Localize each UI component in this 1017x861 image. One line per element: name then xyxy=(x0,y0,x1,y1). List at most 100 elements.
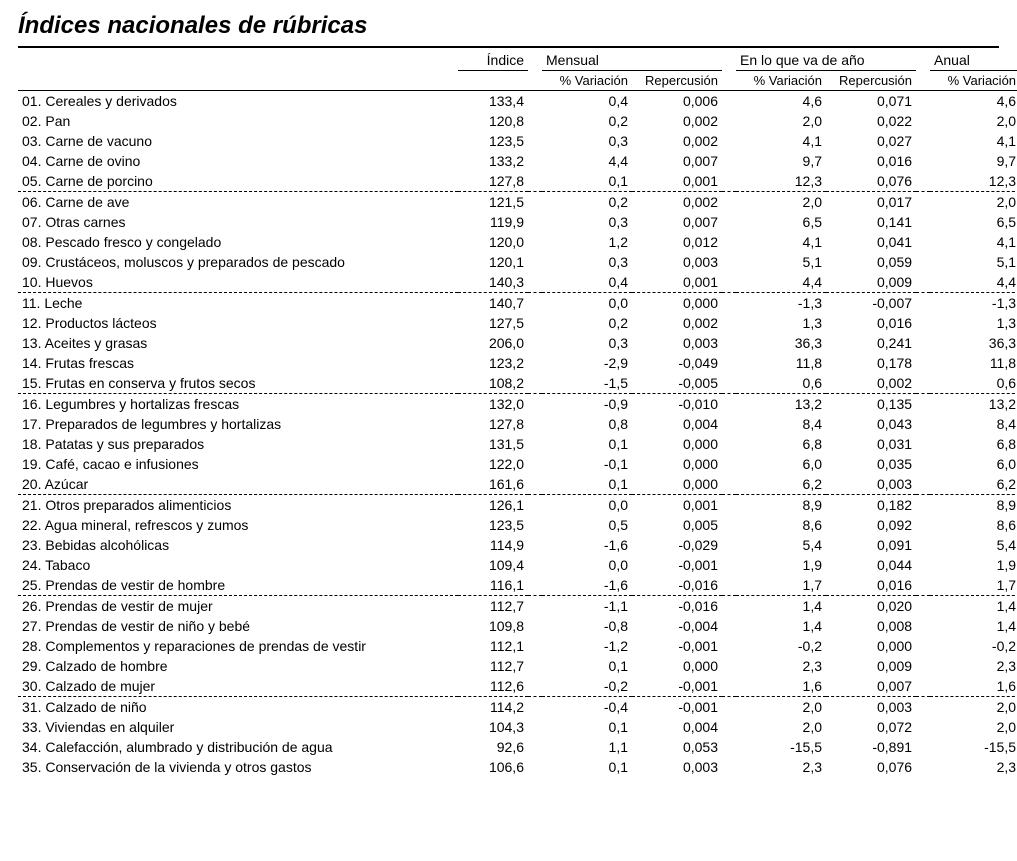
cell-y-rep: 0,072 xyxy=(826,717,916,737)
table-row: 11. Leche140,70,00,000-1,3-0,007-1,3 xyxy=(18,293,1017,314)
gap xyxy=(528,192,542,213)
cell-m-var: 0,2 xyxy=(542,111,632,131)
cell-y-var: 4,6 xyxy=(736,91,826,112)
table-row: 02. Pan120,80,20,0022,00,0222,0 xyxy=(18,111,1017,131)
cell-m-var: -1,5 xyxy=(542,373,632,394)
cell-a-var: 2,0 xyxy=(930,717,1017,737)
cell-indice: 127,8 xyxy=(458,414,528,434)
table-body: 01. Cereales y derivados133,40,40,0064,6… xyxy=(18,91,1017,778)
gap xyxy=(916,636,930,656)
cell-a-var: 2,3 xyxy=(930,656,1017,676)
cell-a-var: 2,0 xyxy=(930,111,1017,131)
table-row: 05. Carne de porcino127,80,10,00112,30,0… xyxy=(18,171,1017,192)
cell-m-var: 0,8 xyxy=(542,414,632,434)
gap xyxy=(528,474,542,495)
gap xyxy=(528,535,542,555)
cell-y-rep: 0,020 xyxy=(826,596,916,617)
cell-a-var: 2,3 xyxy=(930,757,1017,777)
cell-y-rep: 0,009 xyxy=(826,656,916,676)
cell-m-var: 0,0 xyxy=(542,555,632,575)
cell-a-var: 12,3 xyxy=(930,171,1017,192)
gap xyxy=(528,151,542,171)
cell-label: 09. Crustáceos, moluscos y preparados de… xyxy=(18,252,458,272)
gap xyxy=(528,737,542,757)
cell-m-rep: 0,006 xyxy=(632,91,722,112)
cell-y-rep: 0,091 xyxy=(826,535,916,555)
table-row: 27. Prendas de vestir de niño y bebé109,… xyxy=(18,616,1017,636)
cell-a-var: 8,6 xyxy=(930,515,1017,535)
cell-a-var: 6,8 xyxy=(930,434,1017,454)
cell-m-rep: -0,001 xyxy=(632,676,722,697)
cell-y-var: 0,6 xyxy=(736,373,826,394)
colgrp-anual: Anual xyxy=(930,50,1017,71)
cell-y-var: 2,3 xyxy=(736,656,826,676)
cell-a-var: 6,2 xyxy=(930,474,1017,495)
gap xyxy=(916,353,930,373)
cell-label: 10. Huevos xyxy=(18,272,458,293)
cell-indice: 109,4 xyxy=(458,555,528,575)
gap xyxy=(528,353,542,373)
table-row: 10. Huevos140,30,40,0014,40,0094,4 xyxy=(18,272,1017,293)
cell-m-rep: 0,001 xyxy=(632,272,722,293)
cell-label: 08. Pescado fresco y congelado xyxy=(18,232,458,252)
cell-y-var: 12,3 xyxy=(736,171,826,192)
cell-y-var: 2,0 xyxy=(736,111,826,131)
cell-a-var: -1,3 xyxy=(930,293,1017,314)
cell-m-rep: -0,005 xyxy=(632,373,722,394)
cell-indice: 114,2 xyxy=(458,697,528,718)
cell-m-var: 1,2 xyxy=(542,232,632,252)
table-row: 31. Calzado de niño114,2-0,4-0,0012,00,0… xyxy=(18,697,1017,718)
cell-m-rep: 0,002 xyxy=(632,111,722,131)
gap xyxy=(916,616,930,636)
gap xyxy=(528,656,542,676)
cell-m-rep: 0,003 xyxy=(632,757,722,777)
cell-y-var: 2,0 xyxy=(736,192,826,213)
cell-m-var: -0,9 xyxy=(542,394,632,415)
cell-indice: 108,2 xyxy=(458,373,528,394)
cell-m-rep: 0,001 xyxy=(632,495,722,516)
col-a-var: % Variación xyxy=(930,71,1017,91)
cell-indice: 122,0 xyxy=(458,454,528,474)
cell-label: 24. Tabaco xyxy=(18,555,458,575)
cell-a-var: 4,1 xyxy=(930,131,1017,151)
cell-a-var: 8,9 xyxy=(930,495,1017,516)
cell-y-rep: 0,043 xyxy=(826,414,916,434)
gap xyxy=(722,212,736,232)
cell-m-var: -0,1 xyxy=(542,454,632,474)
cell-y-rep: 0,182 xyxy=(826,495,916,516)
cell-m-var: 0,5 xyxy=(542,515,632,535)
gap xyxy=(722,353,736,373)
gap xyxy=(528,636,542,656)
gap xyxy=(916,555,930,575)
cell-m-var: -1,1 xyxy=(542,596,632,617)
gap xyxy=(722,333,736,353)
gap xyxy=(528,414,542,434)
cell-m-rep: -0,001 xyxy=(632,555,722,575)
cell-y-var: 1,4 xyxy=(736,616,826,636)
cell-label: 23. Bebidas alcohólicas xyxy=(18,535,458,555)
cell-label: 35. Conservación de la vivienda y otros … xyxy=(18,757,458,777)
cell-a-var: 1,6 xyxy=(930,676,1017,697)
cell-a-var: 2,0 xyxy=(930,192,1017,213)
cell-y-rep: 0,022 xyxy=(826,111,916,131)
gap xyxy=(528,252,542,272)
cell-a-var: 1,4 xyxy=(930,616,1017,636)
cell-m-rep: -0,016 xyxy=(632,575,722,596)
cell-a-var: 5,1 xyxy=(930,252,1017,272)
cell-m-var: 0,0 xyxy=(542,495,632,516)
cell-m-var: 0,1 xyxy=(542,717,632,737)
cell-a-var: 1,7 xyxy=(930,575,1017,596)
cell-label: 22. Agua mineral, refrescos y zumos xyxy=(18,515,458,535)
gap xyxy=(916,131,930,151)
gap xyxy=(722,474,736,495)
cell-y-rep: 0,016 xyxy=(826,151,916,171)
cell-y-rep: 0,009 xyxy=(826,272,916,293)
cell-m-rep: -0,010 xyxy=(632,394,722,415)
cell-y-var: 8,9 xyxy=(736,495,826,516)
cell-indice: 123,5 xyxy=(458,131,528,151)
gap xyxy=(916,656,930,676)
cell-a-var: 9,7 xyxy=(930,151,1017,171)
cell-y-var: 2,0 xyxy=(736,697,826,718)
gap xyxy=(528,495,542,516)
cell-label: 06. Carne de ave xyxy=(18,192,458,213)
